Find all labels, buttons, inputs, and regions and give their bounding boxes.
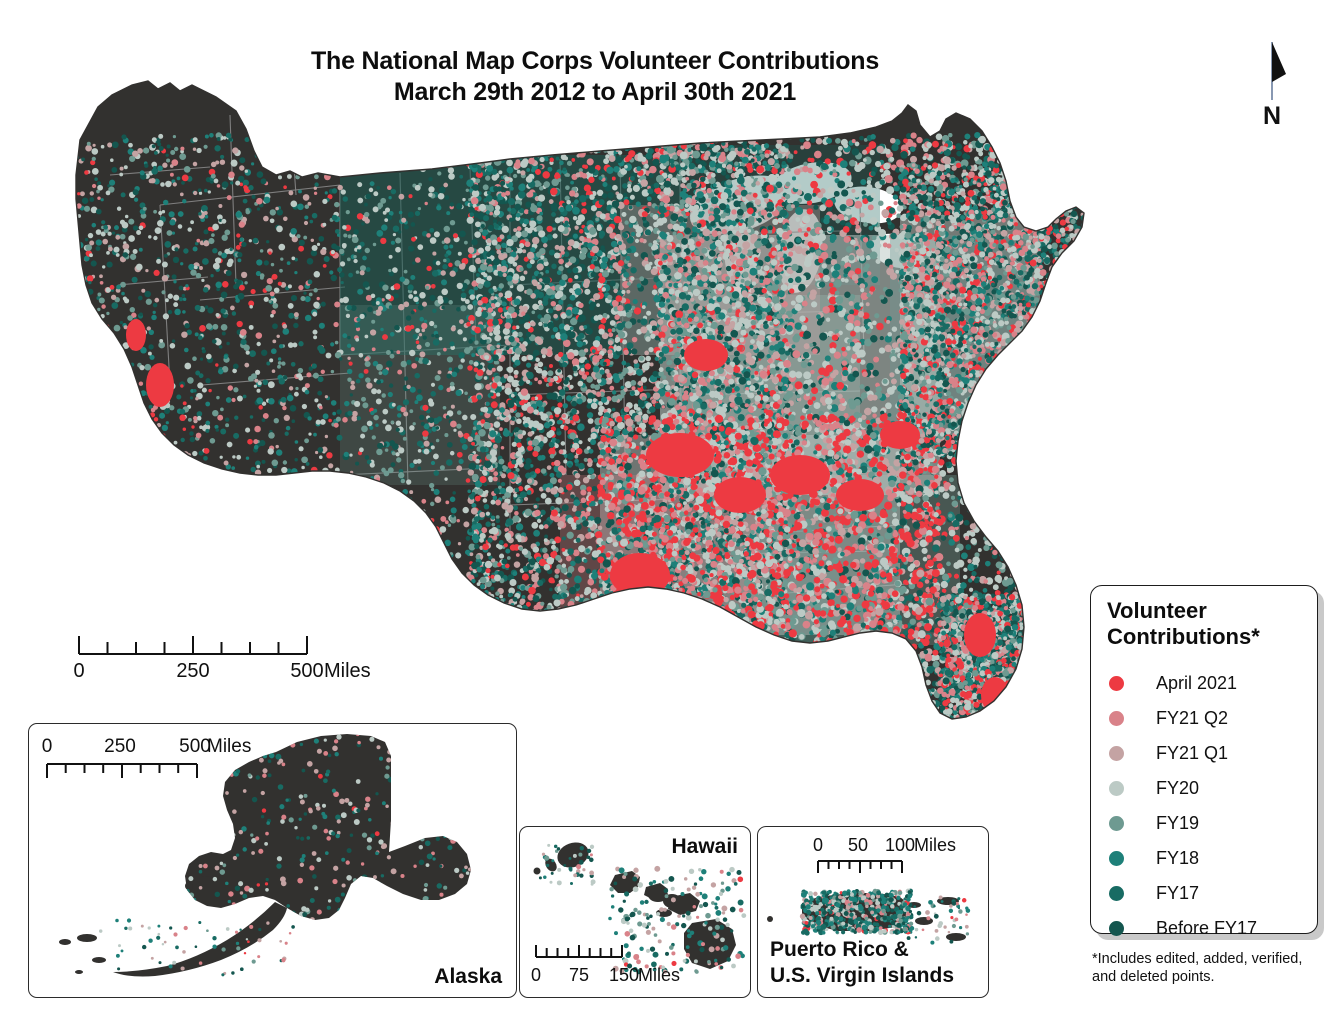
alaska-scale-tick-mid: 250 <box>104 736 136 758</box>
main-scale-bar: 0 250 500 Miles <box>73 634 388 686</box>
inset-puerto-rico: 0 50 100 Miles Puerto Rico & U.S. Virgin… <box>757 826 989 998</box>
points-april-2021 <box>126 319 1009 713</box>
alaska-landmass <box>185 734 471 920</box>
north-arrow-label: N <box>1263 102 1281 130</box>
coastline <box>75 80 1085 720</box>
alaska-scale-tick-max: 500 <box>179 736 211 758</box>
north-arrow: N <box>1252 38 1296 134</box>
pr-label-line-1: Puerto Rico & <box>770 937 954 963</box>
alaska-scale-bar: 0 250 500 Miles <box>42 736 251 785</box>
legend-swatch-icon <box>1109 851 1124 866</box>
puerto-rico-geometry <box>767 888 971 945</box>
legend-footnote-line-1: *Includes edited, added, verified, <box>1092 950 1332 968</box>
legend-row-4[interactable]: FY19 <box>1091 806 1317 841</box>
legend-swatch-icon <box>1109 711 1124 726</box>
legend-label: Before FY17 <box>1156 918 1257 939</box>
legend-items: April 2021 FY21 Q2 FY21 Q1 FY20 FY19 FY18 FY17… <box>1091 666 1317 946</box>
puerto-rico-points <box>799 888 971 945</box>
legend-footnote: *Includes edited, added, verified, and d… <box>1092 950 1332 986</box>
legend-swatch-icon <box>1109 746 1124 761</box>
alaska-scale-tick-0: 0 <box>42 736 53 758</box>
hawaii-scale-bar: 0 75 150 Miles <box>531 943 680 989</box>
alaska-geometry <box>59 734 471 977</box>
alaska-scale-ticks <box>46 763 198 778</box>
page-title: The National Map Corps Volunteer Contrib… <box>0 46 1190 108</box>
legend-row-0[interactable]: April 2021 <box>1091 666 1317 701</box>
alaska-scale-unit: Miles <box>207 736 251 758</box>
legend-label: FY17 <box>1156 883 1199 904</box>
pr-scale-unit: Miles <box>914 835 956 856</box>
hawaii-label: Hawaii <box>671 835 738 859</box>
inset-hawaii: Hawaii 0 75 150 Miles <box>519 826 751 998</box>
inset-alaska: 0 250 500 Miles Alaska <box>28 723 517 998</box>
alaska-label: Alaska <box>434 965 502 989</box>
hawaii-scale-tick-mid: 75 <box>569 965 589 986</box>
legend-title-line-1: Volunteer <box>1107 598 1307 624</box>
legend-swatch-icon <box>1109 816 1124 831</box>
pr-scale-tick-max: 100 <box>885 835 915 856</box>
legend-panel: Volunteer Contributions* April 2021 FY21 … <box>1090 585 1318 938</box>
legend-label: FY21 Q2 <box>1156 708 1228 729</box>
hawaii-islands <box>533 842 736 969</box>
legend-label: FY18 <box>1156 848 1199 869</box>
hawaii-scale-tick-0: 0 <box>531 965 541 986</box>
legend-label: April 2021 <box>1156 673 1237 694</box>
alaska-aleutian-points <box>98 918 295 977</box>
legend-title: Volunteer Contributions* <box>1107 598 1307 650</box>
legend-label: FY21 Q1 <box>1156 743 1228 764</box>
legend-swatch-icon <box>1109 921 1124 936</box>
hawaii-scale-ticks <box>535 945 623 958</box>
legend-swatch-icon <box>1109 676 1124 691</box>
legend-label: FY20 <box>1156 778 1199 799</box>
main-map-conus <box>40 55 1110 755</box>
pr-scale-ticks <box>817 860 903 873</box>
main-scale-tick-0: 0 <box>73 660 84 683</box>
pr-label-line-2: U.S. Virgin Islands <box>770 963 954 989</box>
legend-row-5[interactable]: FY18 <box>1091 841 1317 876</box>
hawaii-scale-tick-max: 150 <box>609 965 639 986</box>
hawaii-points <box>538 843 747 975</box>
legend-row-3[interactable]: FY20 <box>1091 771 1317 806</box>
legend-swatch-icon <box>1109 886 1124 901</box>
pr-scale-tick-0: 0 <box>813 835 823 856</box>
legend-row-7[interactable]: Before FY17 <box>1091 911 1317 946</box>
legend-footnote-line-2: and deleted points. <box>1092 968 1332 986</box>
puerto-rico-scale-bar: 0 50 100 Miles <box>813 835 956 880</box>
title-line-1: The National Map Corps Volunteer Contrib… <box>0 46 1190 77</box>
puerto-rico-label: Puerto Rico & U.S. Virgin Islands <box>770 937 954 989</box>
conus-geometry <box>75 80 1085 720</box>
legend-swatch-icon <box>1109 781 1124 796</box>
legend-label: FY19 <box>1156 813 1199 834</box>
legend-row-2[interactable]: FY21 Q1 <box>1091 736 1317 771</box>
title-line-2: March 29th 2012 to April 30th 2021 <box>0 77 1190 108</box>
main-scale-unit: Miles <box>324 660 371 683</box>
main-scale-tick-mid: 250 <box>176 660 209 683</box>
legend-row-6[interactable]: FY17 <box>1091 876 1317 911</box>
main-scale-tick-max: 500 <box>290 660 323 683</box>
hawaii-scale-unit: Miles <box>638 965 680 986</box>
main-scale-ticks <box>78 636 308 655</box>
pr-scale-tick-mid: 50 <box>848 835 868 856</box>
legend-title-line-2: Contributions* <box>1107 624 1307 650</box>
legend-row-1[interactable]: FY21 Q2 <box>1091 701 1317 736</box>
hawaii-geometry <box>533 842 747 975</box>
